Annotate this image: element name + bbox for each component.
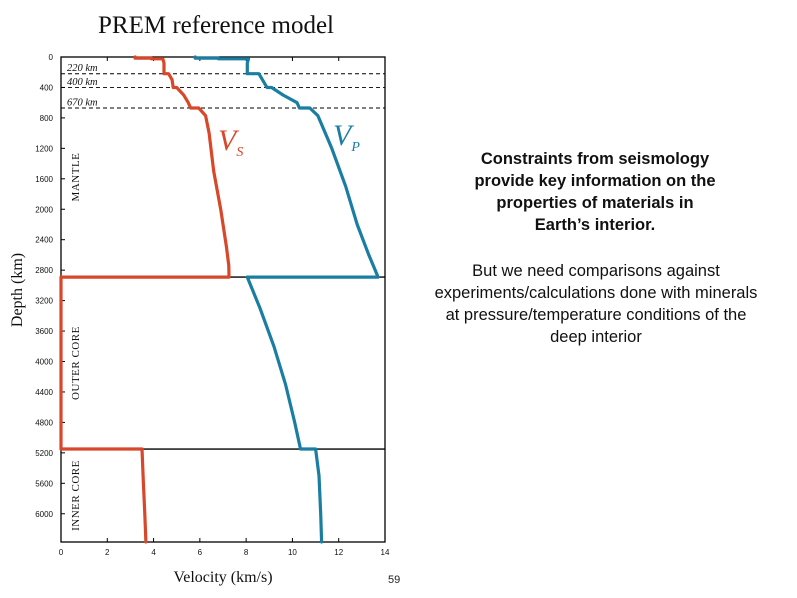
- series-label-vs: VS: [218, 124, 243, 160]
- y-tick-label: 800: [40, 114, 54, 123]
- y-tick-label: 3600: [35, 327, 53, 336]
- page-number: 59: [388, 574, 401, 586]
- y-tick-label: 5200: [35, 449, 53, 458]
- text-line: experiments/calculations done with miner…: [434, 284, 758, 302]
- chart-title: PREM reference model: [98, 12, 334, 39]
- y-tick-label: 5600: [35, 479, 53, 488]
- text-comparisons: But we need comparisons against experime…: [396, 260, 796, 348]
- x-tick-label: 12: [334, 548, 343, 557]
- text-constraints: Constraints from seismology provide key …: [400, 148, 790, 236]
- text-line: But we need comparisons against: [472, 262, 720, 280]
- text-line: provide key information on the: [474, 172, 716, 190]
- y-tick-label: 4000: [35, 358, 53, 367]
- y-tick-label: 2400: [35, 236, 53, 245]
- y-tick-label: 1600: [35, 175, 53, 184]
- x-tick-label: 6: [198, 548, 203, 557]
- axis-ticks: 0 400 800 1200 1600 2000 2400 2800 3200 3600 4000 4…: [35, 53, 390, 557]
- series-labels: VS VP: [218, 119, 360, 160]
- y-tick-label: 400: [40, 83, 54, 92]
- x-tick-label: 2: [105, 548, 110, 557]
- y-tick-label: 0: [49, 53, 54, 62]
- x-tick-label: 10: [288, 548, 297, 557]
- y-tick-label: 3200: [35, 297, 53, 306]
- y-axis-label: Depth (km): [9, 253, 26, 327]
- region-label: INNER CORE: [70, 460, 82, 531]
- region-labels: MANTLE OUTER CORE INNER CORE: [70, 153, 82, 531]
- series-label-subscript: P: [350, 140, 360, 155]
- series-line-vp: [193, 55, 380, 544]
- y-tick-label: 1200: [35, 144, 53, 153]
- region-label: OUTER CORE: [70, 326, 82, 400]
- x-tick-label: 14: [381, 548, 390, 557]
- text-line: properties of materials in: [496, 194, 694, 212]
- series-lines: [59, 55, 380, 544]
- discontinuity-label: 220 km: [67, 63, 98, 74]
- discontinuity-label: 670 km: [67, 98, 98, 109]
- y-tick-label: 2000: [35, 205, 53, 214]
- x-tick-label: 4: [151, 548, 156, 557]
- region-label: MANTLE: [70, 153, 82, 202]
- x-tick-label: 8: [244, 548, 249, 557]
- discontinuity-label: 400 km: [67, 77, 98, 88]
- x-axis-label: Velocity (km/s): [173, 569, 272, 586]
- x-tick-label: 0: [59, 548, 64, 557]
- text-line: Constraints from seismology: [480, 150, 710, 168]
- series-label-subscript: S: [236, 145, 243, 160]
- y-tick-label: 6000: [35, 510, 53, 519]
- y-tick-label: 4800: [35, 418, 53, 427]
- series-label-vp: VP: [333, 119, 360, 155]
- text-line: deep interior: [550, 328, 642, 346]
- y-tick-label: 2800: [35, 266, 53, 275]
- text-line: Earth’s interior.: [534, 216, 656, 234]
- y-tick-label: 4400: [35, 388, 53, 397]
- text-line: at pressure/temperature conditions of th…: [445, 306, 747, 324]
- series-line-vs: [59, 55, 231, 544]
